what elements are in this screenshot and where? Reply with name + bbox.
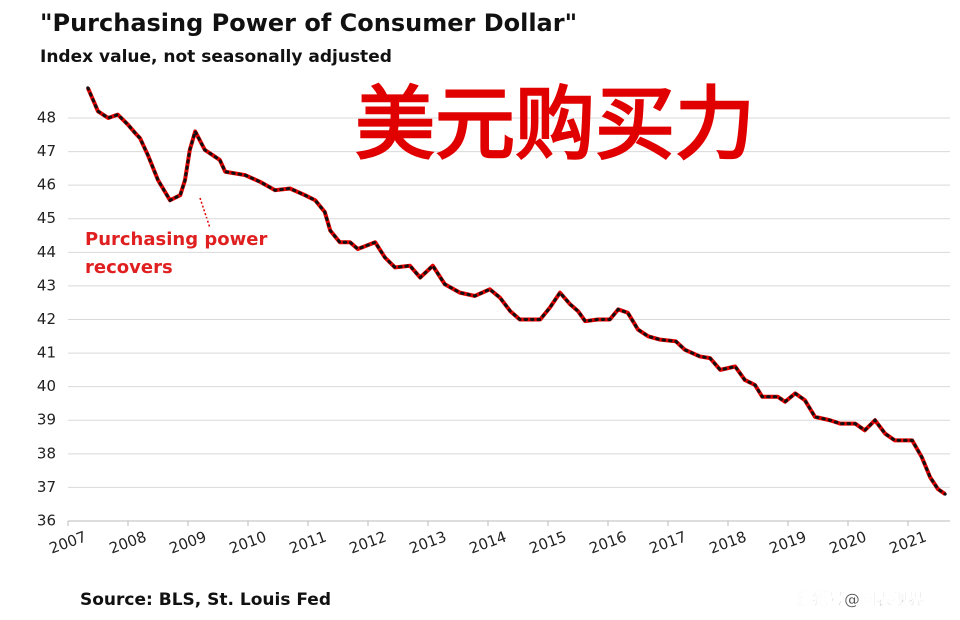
y-tick-label: 44 (37, 243, 56, 261)
y-tick-label: 39 (37, 411, 56, 429)
line-dots (86, 86, 947, 496)
x-tick-label: 2007 (47, 528, 89, 558)
y-tick-label: 37 (37, 478, 56, 496)
y-tick-label: 48 (37, 108, 56, 126)
x-tick-label: 2010 (227, 528, 269, 558)
y-tick-label: 36 (37, 512, 56, 530)
annotation: Purchasing power (85, 229, 267, 250)
y-tick-label: 43 (37, 276, 56, 294)
y-tick-label: 40 (37, 377, 56, 395)
chart-title: "Purchasing Power of Consumer Dollar" (40, 9, 577, 37)
x-tick-label: 2017 (647, 528, 689, 558)
y-tick-label: 42 (37, 310, 56, 328)
y-tick-label: 47 (37, 142, 56, 160)
annotation: recovers (85, 257, 173, 278)
y-tick-label: 38 (37, 444, 56, 462)
x-tick-label: 2012 (347, 528, 389, 558)
y-tick-label: 45 (37, 209, 56, 227)
y-tick-label: 41 (37, 344, 56, 362)
source: Source: BLS, St. Louis Fed (80, 590, 331, 610)
x-tick-label: 2011 (287, 528, 329, 558)
annotation-pointer (199, 197, 211, 229)
x-tick-label: 2019 (767, 528, 809, 558)
y-tick-label: 46 (37, 176, 56, 194)
x-tick-label: 2016 (587, 528, 629, 558)
x-tick-label: 2009 (167, 528, 209, 558)
watermark: 搜狐号@图表视界 (796, 590, 924, 609)
x-tick-label: 2020 (827, 528, 869, 558)
x-tick-label: 2014 (467, 528, 509, 558)
x-tick-label: 2015 (527, 528, 569, 558)
x-tick-label: 2008 (107, 528, 149, 558)
x-tick-label: 2021 (887, 528, 929, 558)
overlay-title: 美元购买力 (355, 78, 755, 171)
chart-subtitle: Index value, not seasonally adjusted (40, 47, 392, 67)
x-tick-label: 2013 (407, 528, 449, 558)
x-tick-label: 2018 (707, 528, 749, 558)
